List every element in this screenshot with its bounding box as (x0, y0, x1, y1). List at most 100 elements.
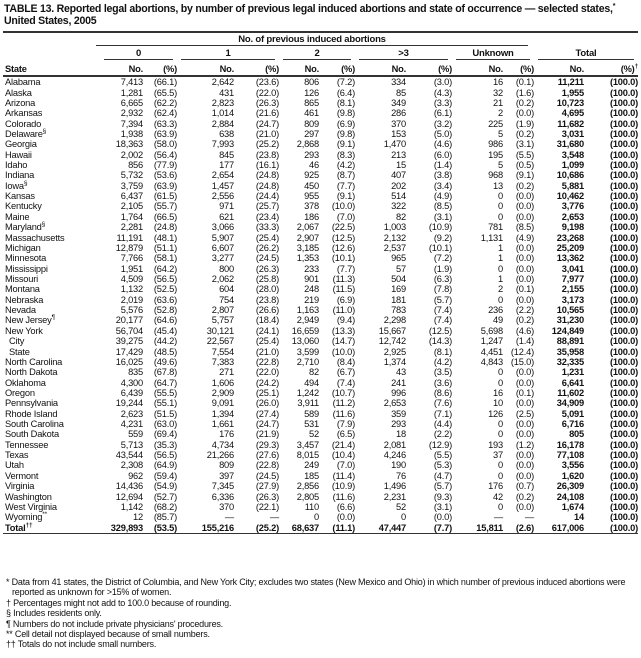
percent-1: (24.4) (255, 191, 279, 202)
percent-1: (25.2) (255, 139, 279, 150)
title-footnote-mark: * (612, 3, 616, 10)
percent-total: (100.0) (609, 367, 638, 378)
count-0: 39,275 (115, 336, 143, 347)
footnote-mark: § (41, 221, 46, 229)
table-row: Nebraska 2,019 (63.6) 754 (23.8) 219 (6.9) 181 (… (3, 295, 638, 305)
count-unknown: 5 (498, 160, 503, 171)
percent-unknown: — (524, 512, 534, 523)
percent-0: (77.9) (153, 160, 177, 171)
percent-2: (12.6) (331, 242, 355, 253)
count-unknown: 16 (493, 77, 503, 88)
percent-3-plus: (8.1) (433, 346, 452, 357)
footnote-mark: † (634, 63, 639, 70)
percent-3-plus: (4.4) (433, 419, 452, 430)
table-row: State 17,429 (48.5) 7,554 (21.0) 3,599 (10.0) 2… (3, 346, 638, 357)
percent-total: (100.0) (609, 97, 638, 108)
count-total: 11,211 (557, 77, 584, 88)
percent-3-plus: (4.9) (433, 191, 452, 202)
count-2: 1,353 (296, 253, 319, 264)
count-total: 16,178 (556, 439, 584, 450)
count-1: 5,757 (211, 315, 234, 326)
percent-3-plus: (5.5) (433, 450, 452, 461)
percent-2: (14.7) (331, 336, 355, 347)
percent-unknown: (0.0) (515, 501, 534, 512)
percent-3-plus: (2.2) (433, 429, 452, 440)
table-row: Iowa§ 3,759 (63.9) 1,457 (24.8) 450 (7.7) 202 (3… (3, 180, 638, 191)
count-3-plus: 334 (391, 77, 406, 88)
count-total: 3,031 (561, 128, 584, 139)
count-unknown: 1 (498, 253, 503, 264)
count-3-plus: 965 (391, 253, 406, 264)
table-row: Minnesota 7,766 (58.1) 3,277 (24.5) 1,353 (10.… (3, 253, 638, 263)
count-3-plus: 4,246 (383, 450, 406, 461)
count-2: 233 (304, 263, 319, 274)
count-total: 88,891 (556, 336, 584, 347)
count-total: 5,881 (561, 180, 584, 191)
count-3-plus: 169 (391, 284, 406, 295)
percent-3-plus: (7.2) (433, 253, 452, 264)
count-total: 11,602 (557, 387, 584, 398)
percent-total: (100.0) (609, 87, 638, 98)
count-unknown: 126 (488, 408, 503, 419)
percent-3-plus: (3.1) (433, 211, 452, 222)
count-1: 3,277 (211, 253, 234, 264)
percent-unknown: (0.5) (515, 160, 534, 171)
percent-0: (51.1) (153, 242, 177, 253)
count-3-plus: 2,537 (383, 242, 406, 253)
count-total: 7,977 (561, 274, 584, 284)
percent-0: (52.7) (153, 491, 177, 502)
table-row: Mississippi 1,951 (64.2) 800 (26.3) 233 (7.7) 5… (3, 263, 638, 274)
count-0: 2,002 (120, 149, 143, 160)
count-3-plus: 514 (391, 191, 406, 202)
state-name: Nevada (5, 305, 36, 316)
percent-2: (6.4) (336, 87, 355, 98)
count-1: 21,266 (206, 450, 234, 461)
count-0: 3,759 (120, 180, 143, 191)
percent-3-plus: (3.5) (433, 367, 452, 378)
percent-3-plus: (7.4) (433, 315, 452, 326)
table-row: Georgia 18,363 (58.0) 7,993 (25.2) 2,868 (9.1)… (3, 139, 638, 149)
percent-3-plus: (7.8) (433, 284, 452, 295)
count-unknown: 0 (498, 419, 503, 430)
percent-unknown: (0.0) (515, 470, 534, 481)
percent-1: (24.1) (255, 325, 279, 336)
count-2: 68,637 (279, 522, 319, 535)
percent-unknown: (0.0) (515, 253, 534, 264)
count-2: 46 (309, 160, 319, 171)
percent-0: (53.5) (143, 522, 177, 535)
count-3-plus: 202 (391, 180, 406, 191)
percent-1: (24.8) (255, 170, 279, 181)
pct-column-header-2: (%) (319, 60, 355, 77)
percent-2: (9.1) (336, 139, 355, 150)
percent-2: (10.0) (331, 346, 355, 357)
percent-1: (28.0) (255, 284, 279, 295)
state-name: Hawaii (5, 149, 32, 160)
count-3-plus: 2,081 (383, 439, 406, 450)
percent-unknown: (0.0) (515, 242, 534, 253)
percent-3-plus: (6.1) (433, 108, 452, 119)
count-1: 971 (219, 201, 234, 212)
percent-2: (8.7) (336, 170, 355, 181)
percent-total: (100.0) (609, 108, 638, 119)
percent-0: (55.7) (153, 201, 177, 212)
percent-total: (100.0) (609, 429, 638, 440)
percent-1: — (269, 512, 279, 523)
count-3-plus: 370 (391, 118, 406, 129)
percent-2: (11.5) (332, 284, 356, 295)
percent-1: (25.8) (255, 274, 279, 284)
percent-total: (100.0) (609, 325, 638, 336)
count-3-plus: 1,003 (383, 222, 406, 233)
percent-3-plus: (7.7) (406, 522, 452, 535)
count-total: 124,849 (551, 325, 584, 336)
state-name: Georgia (5, 139, 37, 150)
percent-total: (100.0) (609, 512, 638, 523)
percent-1: (25.7) (255, 201, 279, 212)
percent-2: (4.2) (336, 160, 355, 171)
count-unknown: 0 (498, 460, 503, 471)
abortions-table: No. of previous induced abortions 0 1 2 … (3, 31, 639, 535)
percent-3-plus: (5.7) (433, 294, 452, 305)
count-1: 7,993 (211, 139, 234, 150)
count-3-plus: 349 (391, 97, 406, 108)
footnote: * Data from 41 states, the District of C… (6, 577, 626, 598)
percent-3-plus: (4.3) (433, 87, 452, 98)
